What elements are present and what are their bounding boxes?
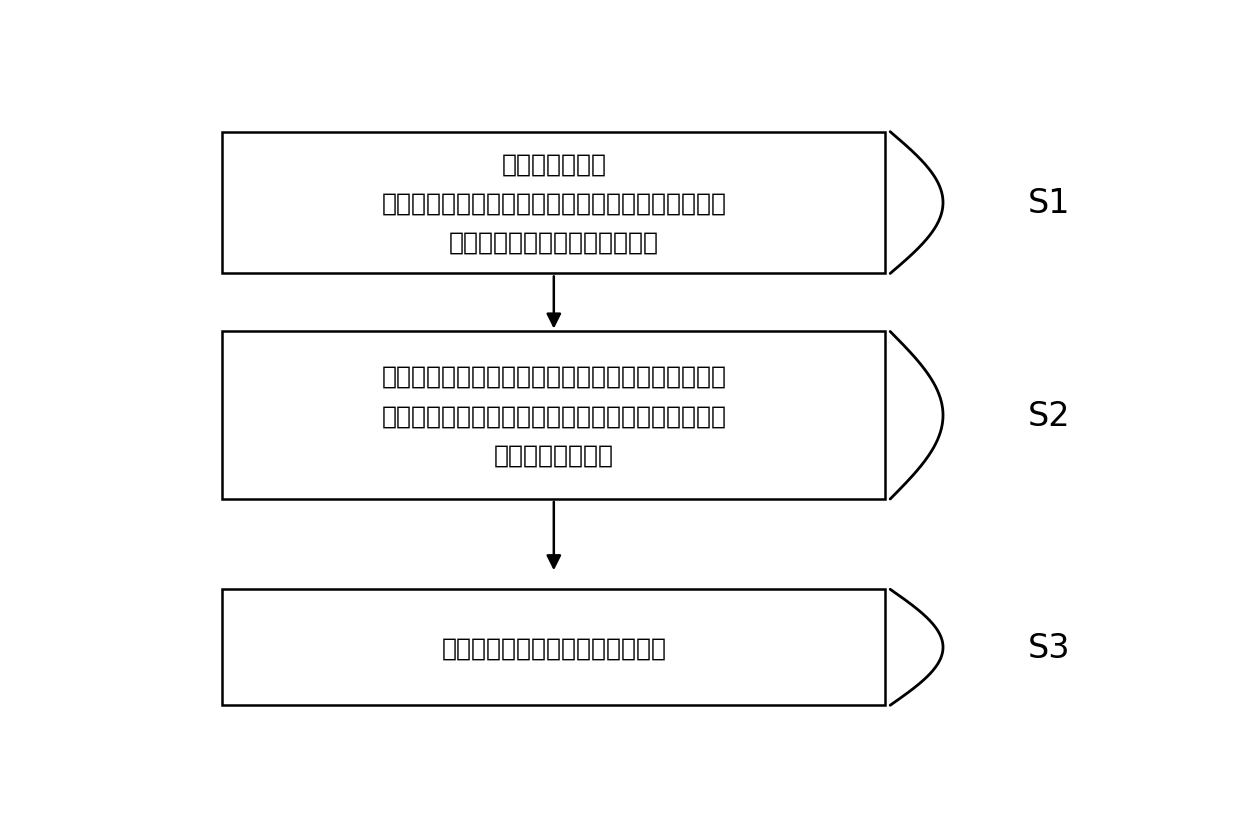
Text: S2: S2 xyxy=(1028,400,1070,432)
Bar xyxy=(222,589,885,706)
Text: S1: S1 xyxy=(1028,186,1070,220)
Bar xyxy=(222,132,885,274)
Text: 利用历史风速，
根据风电场规划装机容量以及风速和风电机组出力的
关系，获得风电场出力时序数据: 利用历史风速， 根据风电场规划装机容量以及风速和风电机组出力的 关系，获得风电场… xyxy=(382,152,727,254)
Text: 以风氢耦合发电系统社会效益最大和风电外送功率平
抑合格概率最大为多目标，建立风氢耦合发电系统各
单元容量优化模型: 以风氢耦合发电系统社会效益最大和风电外送功率平 抑合格概率最大为多目标，建立风氢… xyxy=(382,364,727,466)
Text: 求解风氢耦合发电系统各单元容量: 求解风氢耦合发电系统各单元容量 xyxy=(441,635,666,660)
Text: S3: S3 xyxy=(1028,631,1070,664)
Bar xyxy=(222,332,885,499)
